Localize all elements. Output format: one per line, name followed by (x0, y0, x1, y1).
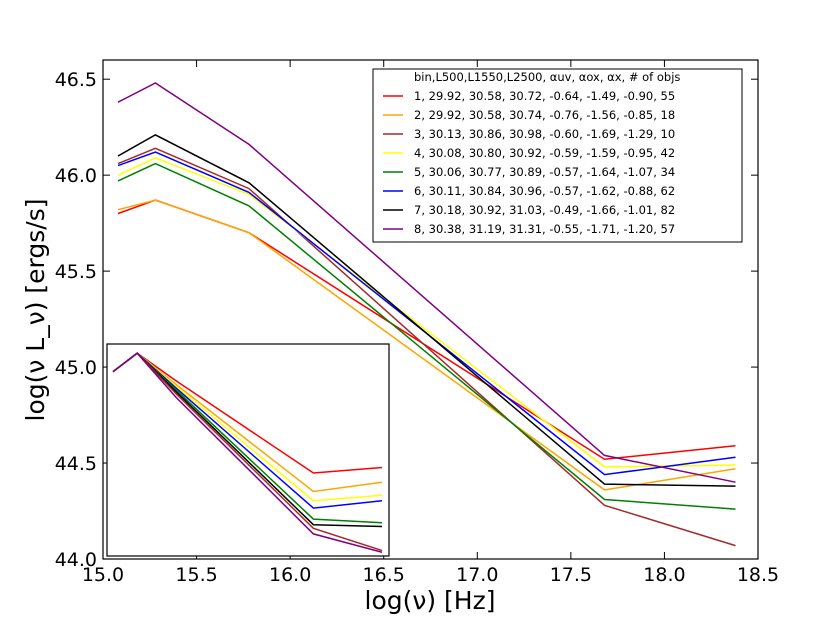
legend-header: bin,L500,L1550,L2500, αuv, αox, αx, # of… (414, 70, 680, 84)
series-line-5 (117, 162, 736, 510)
series-line-3 (117, 147, 736, 547)
x-tick-label: 17.0 (456, 564, 498, 586)
x-tick-label: 16.0 (269, 564, 311, 586)
main-series-group (117, 82, 736, 547)
series-line-6 (117, 151, 736, 476)
series-line-4 (117, 157, 736, 468)
legend-entry-label: 4, 30.08, 30.80, 30.92, -0.59, -1.59, -0… (414, 146, 675, 160)
x-axis-ticks: 15.0 15.5 16.0 16.5 17.0 17.5 18.0 18.5 (82, 60, 779, 586)
inset-series-group (112, 352, 383, 554)
y-tick-label: 45.0 (55, 357, 97, 379)
legend-entries: 1, 29.92, 30.58, 30.72, -0.64, -1.49, -0… (383, 89, 675, 236)
y-axis-ticks: 44.0 44.5 45.0 45.5 46.0 46.5 (55, 69, 758, 571)
legend-entry-label: 5, 30.06, 30.77, 30.89, -0.57, -1.64, -1… (414, 165, 675, 179)
series-line-7 (117, 134, 736, 487)
series-line-2 (117, 199, 736, 491)
y-tick-label: 45.5 (55, 261, 97, 283)
legend-entry-label: 8, 30.38, 31.19, 31.31, -0.55, -1.71, -1… (414, 222, 675, 236)
y-tick-label: 46.5 (55, 69, 97, 91)
legend-entry-label: 3, 30.13, 30.86, 30.98, -0.60, -1.69, -1… (414, 127, 675, 141)
x-tick-label: 17.5 (550, 564, 592, 586)
legend-entry-label: 6, 30.11, 30.84, 30.96, -0.57, -1.62, -0… (414, 184, 675, 198)
series-line-8 (117, 82, 736, 483)
legend-box (372, 68, 743, 243)
x-tick-label: 15.5 (175, 564, 217, 586)
x-tick-label: 15.0 (82, 564, 124, 586)
legend-entry-label: 7, 30.18, 30.92, 31.03, -0.49, -1.66, -1… (414, 203, 675, 217)
legend-entry-label: 1, 29.92, 30.58, 30.72, -0.64, -1.49, -0… (414, 89, 675, 103)
x-axis-label: log(ν) [Hz] (365, 586, 496, 615)
y-tick-label: 46.0 (55, 165, 97, 187)
y-tick-label: 44.0 (55, 549, 97, 571)
x-tick-label: 16.5 (363, 564, 405, 586)
plot-frame (102, 59, 759, 560)
x-tick-label: 18.5 (737, 564, 779, 586)
y-tick-label: 44.5 (55, 453, 97, 475)
y-axis-label: log(ν L_ν) [ergs/s] (21, 199, 50, 422)
inset-series-line-8 (112, 352, 383, 554)
legend-entry-label: 2, 29.92, 30.58, 30.74, -0.76, -1.56, -0… (414, 108, 675, 122)
x-tick-label: 18.0 (643, 564, 685, 586)
